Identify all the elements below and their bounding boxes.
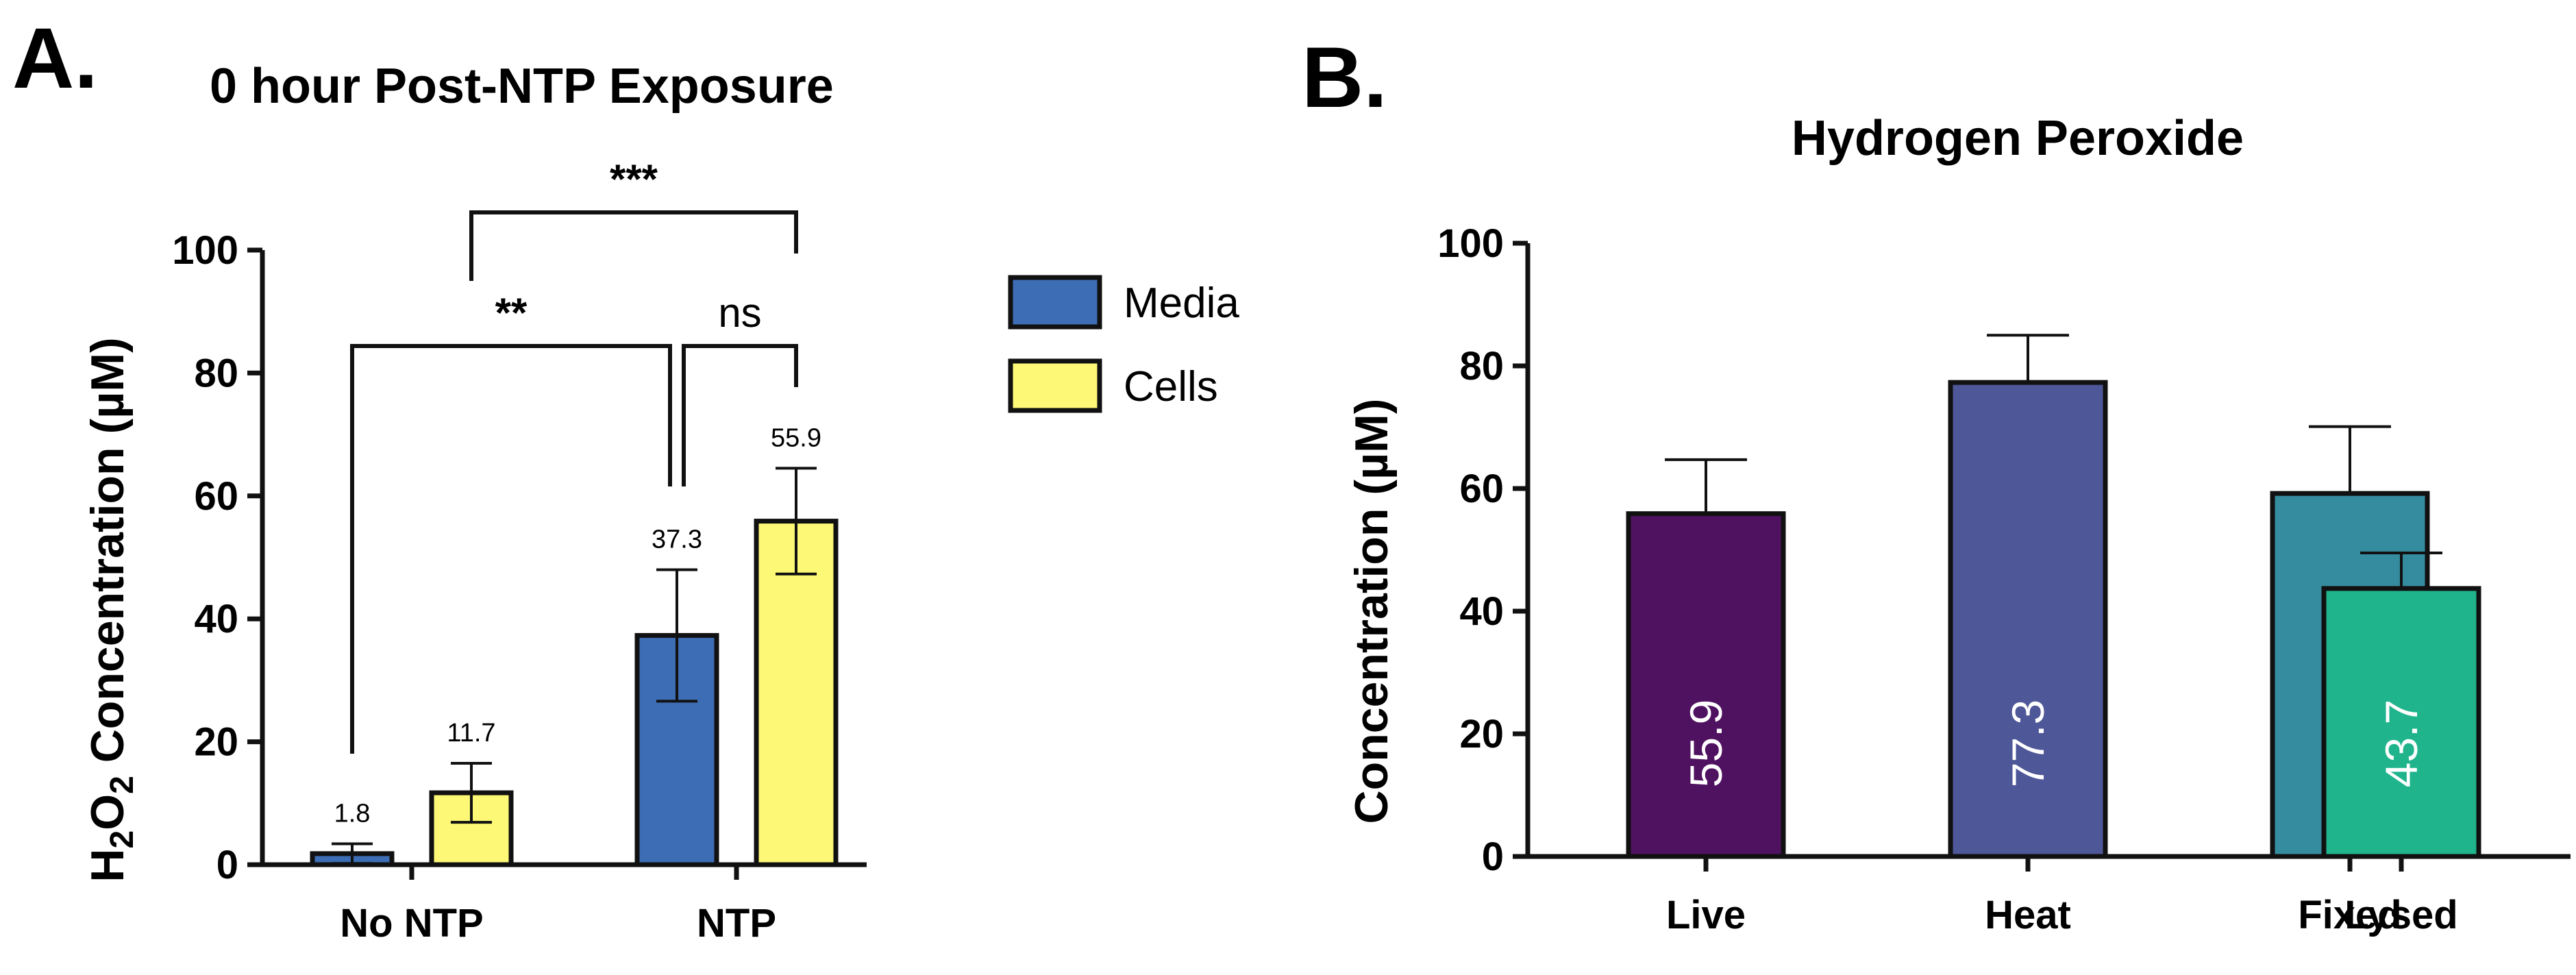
chart-a: 0 hour Post-NTP Exposure H2O2 Concentrat… (82, 59, 1239, 946)
significance-bracket-label: ** (495, 290, 528, 336)
chart-b-bars: 55.977.359.243.7 (1626, 334, 2481, 859)
legend-label: Media (1124, 280, 1239, 327)
chart-b: Hydrogen Peroxide Concentration (µM) 0 20… (1346, 111, 2571, 937)
panel-a-letter: A. (12, 11, 98, 106)
chart-b-ytick-label: 80 (1459, 344, 1504, 388)
chart-a-xtick-label: NTP (697, 901, 776, 946)
chart-b-title: Hydrogen Peroxide (1792, 111, 2244, 166)
chart-b-data-label: 77.3 (2003, 700, 2053, 787)
chart-a-ylabel: H2O2 Concentration (µM) (82, 337, 140, 882)
chart-a-data-label: 37.3 (652, 525, 702, 554)
chart-b-ylabel: Concentration (µM) (1346, 399, 1398, 824)
chart-a-title: 0 hour Post-NTP Exposure (210, 59, 834, 114)
chart-a-bars: 1.8 11.7 37.3 55.9 (310, 423, 839, 867)
significance-bracket-label: ns (718, 290, 761, 336)
significance-bracket-label: *** (610, 156, 658, 202)
chart-a-xtick-label: No NTP (340, 901, 483, 946)
chart-a-legend: Media Cells (1008, 275, 1239, 413)
chart-a-ytick-label: 100 (172, 228, 238, 273)
legend-swatch (1008, 275, 1102, 330)
significance-bracket (682, 344, 798, 486)
legend-label: Cells (1124, 363, 1218, 410)
chart-a-ytick-label: 0 (216, 843, 238, 887)
chart-b-bar (2321, 586, 2481, 859)
chart-a-axis: 0 20 40 60 80 100 No NTP NTP (172, 228, 867, 946)
chart-a-ytick-label: 20 (194, 720, 238, 765)
chart-b-bar (1626, 511, 1786, 859)
chart-a-bar (754, 519, 839, 867)
chart-b-ytick-label: 100 (1437, 221, 1504, 266)
chart-a-data-label: 55.9 (771, 423, 821, 452)
chart-b-bar (1948, 380, 2108, 859)
significance-bracket (469, 210, 798, 281)
chart-a-ytick-label: 80 (194, 351, 238, 395)
chart-b-ytick-label: 20 (1459, 712, 1504, 756)
significance-bracket (350, 344, 672, 754)
chart-b-ytick-label: 0 (1482, 835, 1504, 879)
chart-b-xtick-label: Live (1666, 893, 1746, 937)
chart-b-ytick-label: 60 (1459, 467, 1504, 511)
chart-b-ytick-label: 40 (1459, 589, 1504, 634)
chart-a-ytick-label: 60 (194, 474, 238, 519)
chart-a-ytick-label: 40 (194, 597, 238, 641)
panel-b-letter: B. (1302, 30, 1387, 125)
chart-b-data-label: 55.9 (1681, 700, 1731, 787)
chart-a-data-label: 1.8 (334, 800, 371, 828)
chart-a-significance: ** ns *** (350, 156, 798, 754)
chart-b-xtick-label: Heat (1985, 893, 2071, 937)
chart-b-xtick-label: Fixed (2298, 893, 2402, 937)
chart-b-data-label: 43.7 (2376, 700, 2427, 787)
chart-a-data-label: 11.7 (447, 719, 495, 748)
chart-b-xtick-label: Lysed (2344, 893, 2457, 937)
legend-swatch (1008, 358, 1102, 413)
